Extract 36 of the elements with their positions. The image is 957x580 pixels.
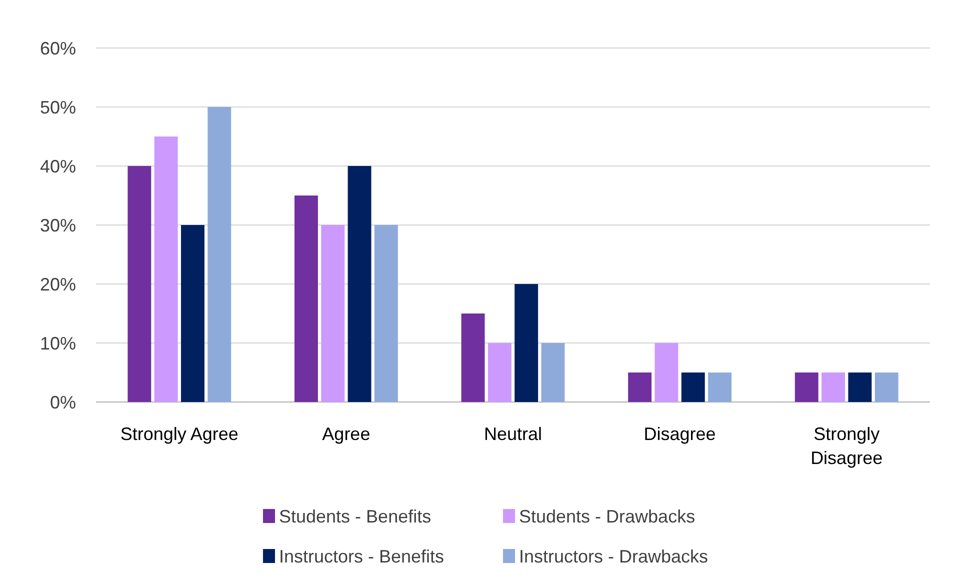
legend-label: Students - Benefits xyxy=(279,506,432,526)
bar xyxy=(822,372,845,402)
bar xyxy=(654,343,678,402)
bar xyxy=(848,372,872,402)
bar xyxy=(874,372,898,402)
bar xyxy=(128,166,152,402)
x-tick-label: Neutral xyxy=(484,424,542,444)
y-tick-label: 20% xyxy=(40,274,76,294)
bar xyxy=(374,225,398,402)
bar xyxy=(681,372,705,402)
x-tick-label: Strongly Agree xyxy=(120,424,238,444)
bar xyxy=(514,284,538,402)
bar xyxy=(321,225,345,402)
legend-label: Instructors - Benefits xyxy=(279,546,444,566)
bar xyxy=(294,196,318,402)
legend-label: Instructors - Drawbacks xyxy=(519,546,708,566)
bar xyxy=(461,314,485,402)
bar xyxy=(208,107,232,402)
bar xyxy=(181,225,204,402)
bar xyxy=(794,372,818,402)
y-tick-label: 40% xyxy=(40,156,76,176)
bar xyxy=(154,136,178,402)
bar xyxy=(541,343,565,402)
y-tick-label: 60% xyxy=(40,38,76,58)
y-tick-label: 50% xyxy=(40,97,76,118)
bar xyxy=(488,343,512,402)
bar xyxy=(708,372,732,402)
x-tick-label: Agree xyxy=(322,424,370,444)
x-tick-label: Disagree xyxy=(644,424,716,444)
legend-label: Students - Drawbacks xyxy=(519,506,696,526)
bar xyxy=(628,372,652,402)
x-tick-label: Strongly Disagree xyxy=(810,424,883,468)
y-tick-label: 10% xyxy=(40,333,76,354)
y-tick-label: 0% xyxy=(50,392,76,412)
y-tick-label: 30% xyxy=(40,215,76,236)
bar xyxy=(348,166,372,402)
